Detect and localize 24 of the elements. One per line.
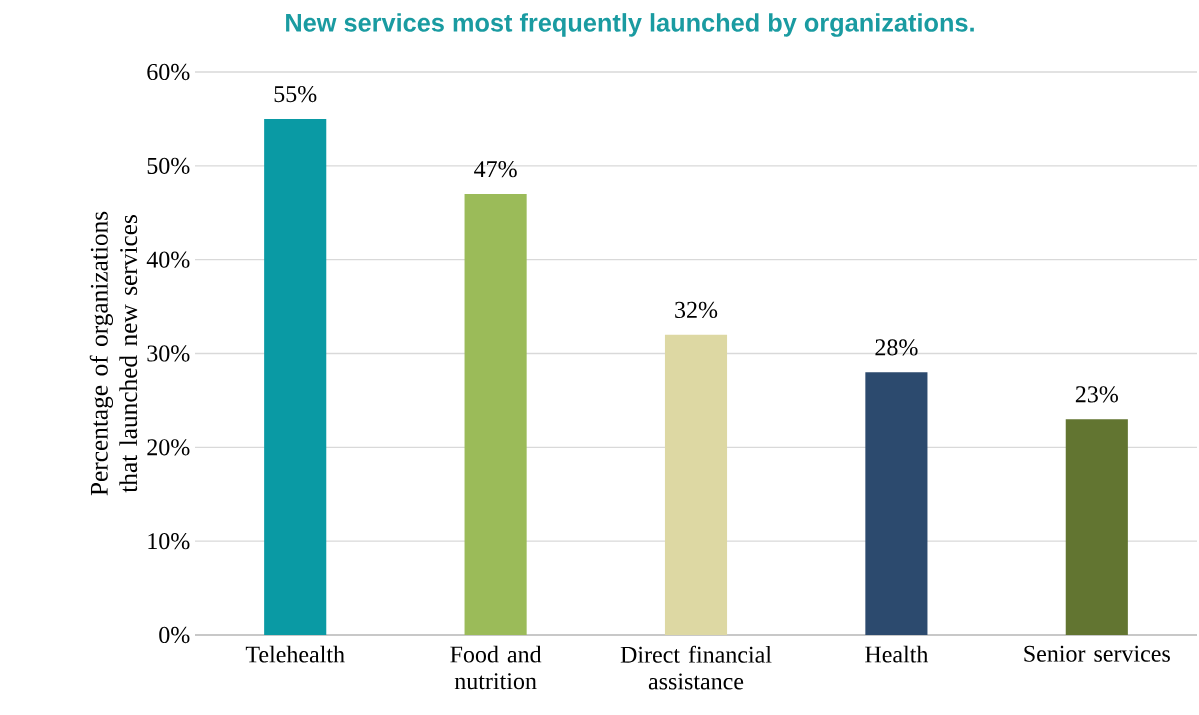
bar xyxy=(664,334,728,635)
chart-title: New services most frequently launched by organizations. xyxy=(286,13,974,37)
data-label: 28% xyxy=(875,339,918,356)
y-tick-label: 60% xyxy=(147,63,190,81)
y-tick-label: 20% xyxy=(147,439,190,456)
x-tick-label: Telehealth xyxy=(245,645,345,663)
y-tick-label: 0% xyxy=(159,626,190,644)
data-label: 23% xyxy=(1075,386,1118,403)
data-label: 47% xyxy=(474,161,517,178)
bar xyxy=(264,118,327,635)
y-tick-label: 50% xyxy=(147,157,190,174)
x-tick-label: Direct financial assistance xyxy=(620,645,772,690)
y-tick-label: 10% xyxy=(148,533,190,550)
x-tick-label: Food and nutrition xyxy=(450,645,542,690)
y-tick-label: 40% xyxy=(146,251,190,268)
y-tick-label: 30% xyxy=(147,345,190,362)
bar xyxy=(464,193,527,635)
data-label: 32% xyxy=(675,301,718,319)
x-tick-label: Health xyxy=(865,645,929,663)
bar xyxy=(1065,419,1128,635)
y-axis-title: Percentage of organizations that launched new services xyxy=(89,211,138,496)
data-label: 55% xyxy=(274,85,317,103)
x-tick-label: Senior services xyxy=(1024,645,1170,662)
bar xyxy=(865,372,928,635)
